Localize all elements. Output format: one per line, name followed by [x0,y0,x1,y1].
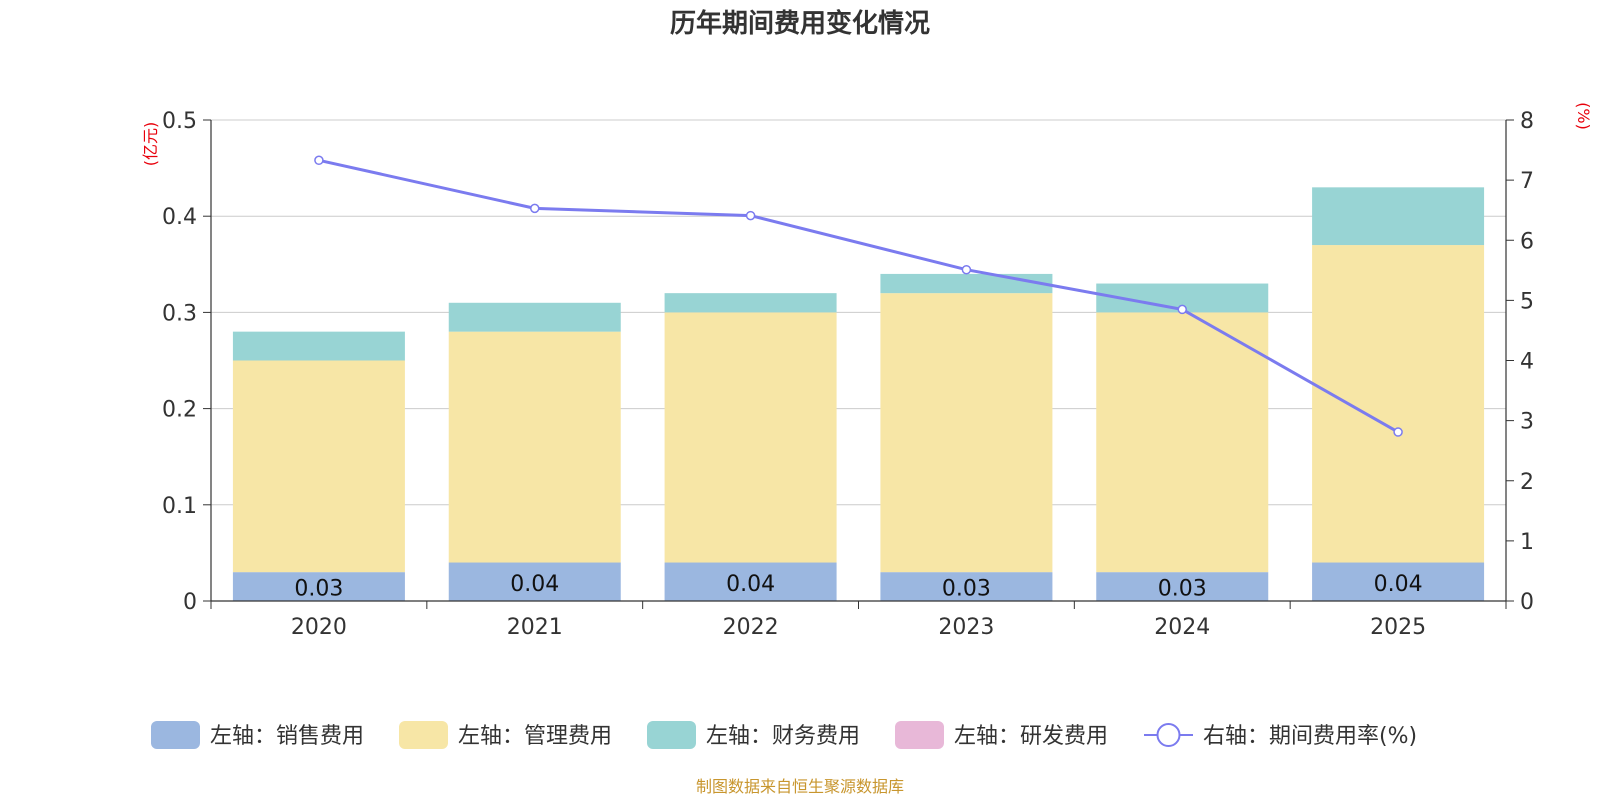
rate-point-2022 [745,210,756,221]
bar-value-label: 0.04 [510,572,559,597]
rate-point-2021 [530,203,540,214]
bar-value-label: 0.03 [1158,577,1207,602]
bar-segment-s2-2020 [232,331,405,361]
rate-line [314,155,1403,437]
right-axis-tick-label: 5 [1520,289,1534,314]
left-axis-tick-label: 0.2 [162,398,197,423]
legend-label: 左轴：财务费用 [706,724,860,749]
axes: 0 0.1 0.2 0.3 0.4 0.5 0 1 2 3 4 5 6 7 8 2020 2021 2022 202… [162,109,1534,640]
right-axis-tick-label: 3 [1520,410,1534,435]
left-axis-tick-label: 0.1 [162,494,197,519]
bar-segment-s1-2025 [1312,245,1485,563]
left-axis-unit: (亿元) [141,122,160,167]
bar-segment-s0-2020 [232,572,405,601]
bar-value-label: 0.03 [294,577,343,602]
bar-value-label: 0.04 [726,572,775,597]
rate-point-2023 [961,264,972,275]
grid [211,119,1506,506]
bar-segment-s0-2024 [1096,572,1269,601]
x-axis-category-label: 2025 [1370,615,1426,640]
bar-segment-s1-2021 [448,331,621,563]
legend-swatch [151,721,200,749]
legend-label: 左轴：销售费用 [210,724,364,749]
legend-label: 左轴：研发费用 [954,724,1108,749]
right-axis-tick-label: 4 [1520,350,1534,375]
left-axis-tick-label: 0 [183,590,197,615]
bar-segment-s2-2023 [880,273,1053,294]
right-axis-tick-label: 8 [1520,109,1534,134]
right-axis-tick-label: 0 [1520,590,1534,615]
legend-label: 右轴：期间费用率(%) [1203,724,1417,749]
rate-point-2020 [314,155,324,166]
bar-value-label: 0.04 [1374,572,1423,597]
bar-segment-s1-2024 [1096,312,1269,573]
source-note: 制图数据来自恒生聚源数据库 [696,777,904,796]
bars [232,187,1485,601]
bar-value-label: 0.03 [942,577,991,602]
x-axis-category-label: 2021 [507,615,563,640]
x-axis-category-label: 2023 [938,615,994,640]
left-axis-tick-label: 0.3 [162,301,197,326]
bar-segment-s0-2022 [664,562,837,601]
x-axis-category-label: 2020 [291,615,347,640]
bar-segment-s2-2025 [1312,187,1485,246]
legend-swatch [647,721,696,749]
left-axis-tick-label: 0.5 [162,109,197,134]
legend-swatch [895,721,944,749]
right-axis-tick-label: 2 [1520,470,1534,495]
rate-point-2025 [1393,427,1403,437]
right-axis-tick-label: 1 [1520,530,1534,555]
bar-segment-s0-2023 [880,572,1053,601]
bar-segment-s2-2021 [448,302,621,332]
right-axis-tick-label: 7 [1520,169,1534,194]
legend-swatch [399,721,448,749]
right-axis-tick-label: 6 [1520,229,1534,254]
left-axis-tick-label: 0.4 [162,205,197,230]
legend: 左轴：销售费用 左轴：管理费用 左轴：财务费用 左轴：研发费用 右轴：期间费用率(%) [151,721,1417,749]
x-axis-category-label: 2024 [1154,615,1210,640]
legend-label: 左轴：管理费用 [458,724,612,749]
data-labels: 0.03 0.04 0.04 0.03 0.03 0.04 [294,572,1422,602]
rate-point-2024 [1177,304,1187,315]
legend-marker-icon [1156,723,1181,747]
bar-segment-s1-2020 [232,360,405,573]
bar-segment-s0-2025 [1312,562,1485,601]
bar-segment-s1-2023 [880,293,1053,573]
rate-line-path [318,158,1399,434]
right-axis-unit: (%) [1574,102,1593,130]
x-axis-category-label: 2022 [723,615,779,640]
bar-segment-s0-2021 [448,562,621,601]
bar-segment-s2-2022 [664,293,837,313]
bar-segment-s1-2022 [664,312,837,563]
chart-title: 历年期间费用变化情况 [670,8,930,39]
